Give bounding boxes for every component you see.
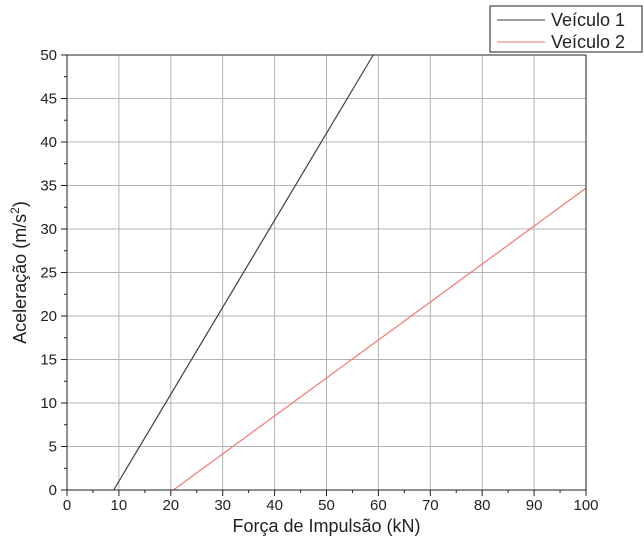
x-tick-label: 50 bbox=[318, 497, 335, 514]
x-tick-label: 20 bbox=[162, 497, 179, 514]
y-axis-title-main: Aceleração (m/s bbox=[10, 214, 30, 344]
series-line-2 bbox=[173, 188, 586, 490]
grid bbox=[67, 55, 586, 490]
x-tick-label: 30 bbox=[214, 497, 231, 514]
x-tick-label: 60 bbox=[370, 497, 387, 514]
legend: Veículo 1 Veículo 2 bbox=[490, 6, 642, 52]
y-axis-title: Aceleração (m/s2) bbox=[8, 201, 30, 344]
y-tick-label: 0 bbox=[49, 482, 57, 499]
x-tick-label: 0 bbox=[63, 497, 71, 514]
x-tick-label: 40 bbox=[266, 497, 283, 514]
legend-label-veiculo-2: Veículo 2 bbox=[551, 32, 625, 52]
x-axis-title: Força de Impulsão (kN) bbox=[232, 516, 420, 536]
x-tick-label: 10 bbox=[111, 497, 128, 514]
y-tick-label: 15 bbox=[40, 352, 57, 369]
y-tick-label: 25 bbox=[40, 265, 57, 282]
axis-ticks: 0 10 20 30 40 50 60 70 80 90 100 0 5 10 15 20 25 30 35 40 45… bbox=[40, 47, 598, 514]
y-tick-label: 30 bbox=[40, 221, 57, 238]
y-tick-label: 5 bbox=[49, 439, 57, 456]
y-tick-label: 50 bbox=[40, 47, 57, 64]
x-tick-label: 100 bbox=[573, 497, 598, 514]
y-tick-label: 40 bbox=[40, 134, 57, 151]
x-tick-label: 80 bbox=[474, 497, 491, 514]
x-tick-label: 70 bbox=[422, 497, 439, 514]
y-tick-label: 35 bbox=[40, 178, 57, 195]
legend-label-veiculo-1: Veículo 1 bbox=[551, 10, 625, 30]
x-tick-label: 90 bbox=[526, 497, 543, 514]
y-tick-label: 45 bbox=[40, 91, 57, 108]
y-axis-title-end: ) bbox=[10, 201, 30, 207]
y-tick-label: 10 bbox=[40, 395, 57, 412]
y-tick-label: 20 bbox=[40, 308, 57, 325]
